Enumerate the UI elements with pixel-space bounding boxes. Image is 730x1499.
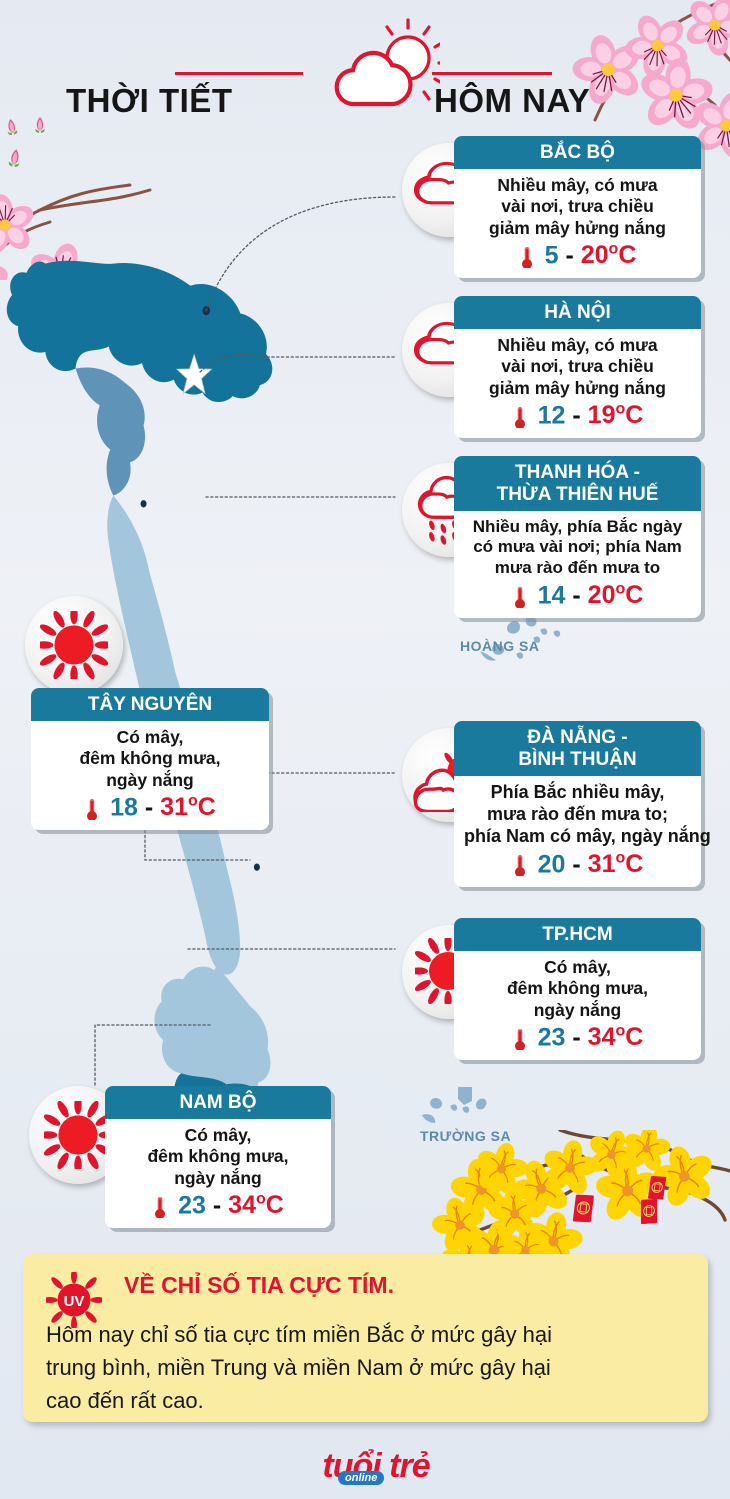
svg-text:UV: UV	[64, 1293, 85, 1310]
